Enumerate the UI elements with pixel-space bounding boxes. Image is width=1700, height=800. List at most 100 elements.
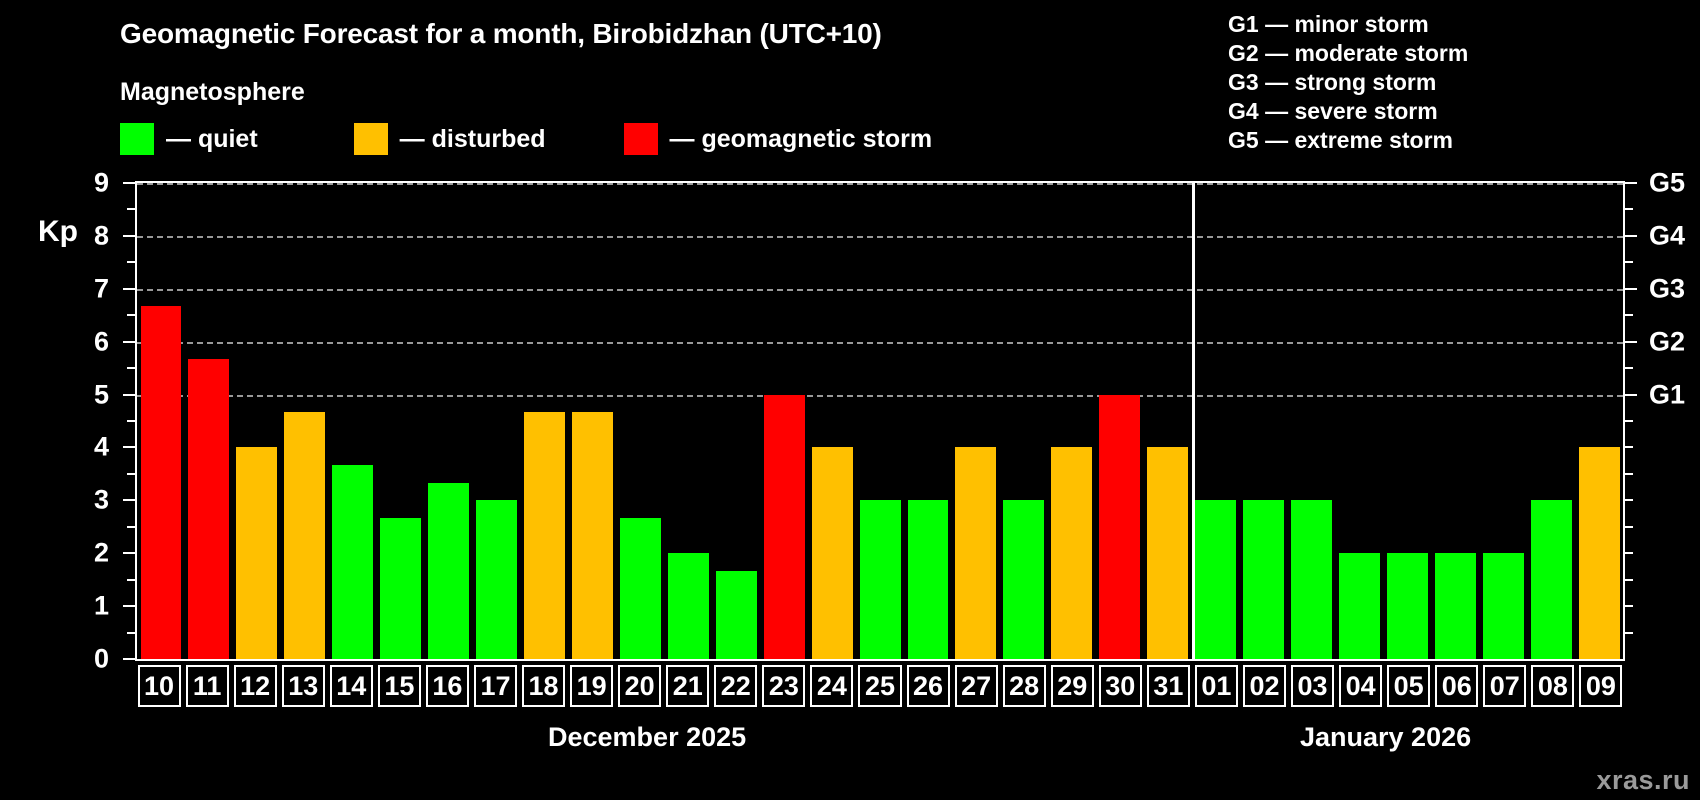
bar-04[interactable] xyxy=(1338,553,1380,659)
day-label-13[interactable]: 13 xyxy=(281,665,325,707)
bar-19[interactable] xyxy=(571,412,613,659)
bar-25[interactable] xyxy=(859,500,901,659)
bar-slot xyxy=(137,183,185,659)
g-tick-mark-G3 xyxy=(1625,287,1637,290)
day-label-05[interactable]: 05 xyxy=(1387,665,1431,707)
day-label-31[interactable]: 31 xyxy=(1146,665,1190,707)
bar-15[interactable] xyxy=(380,517,422,659)
gridline-kp-5 xyxy=(137,394,1623,397)
day-label-02[interactable]: 02 xyxy=(1242,665,1286,707)
day-label-20[interactable]: 20 xyxy=(618,665,662,707)
day-label-29[interactable]: 29 xyxy=(1050,665,1094,707)
legend-label-quiet: — quiet xyxy=(166,124,258,153)
day-label-09[interactable]: 09 xyxy=(1579,665,1623,707)
bar-03[interactable] xyxy=(1291,500,1332,659)
bar-07[interactable] xyxy=(1482,553,1524,659)
day-label-14[interactable]: 14 xyxy=(329,665,373,707)
plot-area xyxy=(135,181,1625,661)
bar-slot xyxy=(808,183,856,659)
g-tick-mark-G1 xyxy=(1625,393,1637,396)
day-label-28[interactable]: 28 xyxy=(1002,665,1046,707)
gridline-kp-7 xyxy=(137,288,1623,291)
bar-22[interactable] xyxy=(715,570,757,659)
bar-17[interactable] xyxy=(476,500,517,659)
bar-slot xyxy=(377,183,425,659)
bar-series xyxy=(137,183,1623,659)
month-caption-december: December 2025 xyxy=(548,722,747,752)
legend-item-quiet: — quiet xyxy=(120,122,258,156)
bar-06[interactable] xyxy=(1434,553,1476,659)
day-label-18[interactable]: 18 xyxy=(522,665,566,707)
day-slot: 22 xyxy=(712,665,760,707)
bar-05[interactable] xyxy=(1386,553,1428,659)
bar-slot xyxy=(568,183,616,659)
month-divider xyxy=(1191,183,1195,659)
bar-28[interactable] xyxy=(1003,500,1045,659)
bar-21[interactable] xyxy=(667,553,709,659)
day-label-08[interactable]: 08 xyxy=(1531,665,1575,707)
day-label-27[interactable]: 27 xyxy=(954,665,998,707)
day-label-26[interactable]: 26 xyxy=(906,665,950,707)
legend-swatch-storm xyxy=(623,123,658,155)
day-label-03[interactable]: 03 xyxy=(1291,665,1335,707)
bar-slot xyxy=(521,183,569,659)
day-slot: 01 xyxy=(1192,665,1240,707)
bar-02[interactable] xyxy=(1243,500,1284,659)
day-label-21[interactable]: 21 xyxy=(666,665,710,707)
y-tick-label-8: 8 xyxy=(93,220,109,251)
bar-12[interactable] xyxy=(236,447,278,659)
day-label-19[interactable]: 19 xyxy=(570,665,614,707)
legend-item-disturbed: — disturbed xyxy=(353,122,546,156)
bar-31[interactable] xyxy=(1147,447,1189,659)
day-label-15[interactable]: 15 xyxy=(377,665,421,707)
day-slot: 29 xyxy=(1048,665,1096,707)
g-legend-row-2: G2 — moderate storm xyxy=(1228,40,1469,66)
day-label-24[interactable]: 24 xyxy=(810,665,854,707)
legend-label-storm: — geomagnetic storm xyxy=(669,124,933,153)
bar-09[interactable] xyxy=(1578,447,1620,659)
bar-13[interactable] xyxy=(284,412,326,659)
day-label-10[interactable]: 10 xyxy=(137,665,181,707)
gridline-kp-8 xyxy=(137,235,1623,238)
day-slot: 19 xyxy=(568,665,616,707)
day-label-06[interactable]: 06 xyxy=(1435,665,1479,707)
bar-11[interactable] xyxy=(188,359,230,659)
y-axis: 0 1 2 3 4 5 6 7 8 9 xyxy=(0,168,135,674)
day-label-07[interactable]: 07 xyxy=(1483,665,1527,707)
y-tick-label-4: 4 xyxy=(93,431,109,462)
day-slot: 26 xyxy=(904,665,952,707)
day-label-16[interactable]: 16 xyxy=(425,665,469,707)
day-slot: 09 xyxy=(1577,665,1625,707)
bar-23[interactable] xyxy=(763,394,805,659)
day-label-12[interactable]: 12 xyxy=(233,665,277,707)
day-label-04[interactable]: 04 xyxy=(1339,665,1383,707)
bar-29[interactable] xyxy=(1051,447,1093,659)
y-tick-label-3: 3 xyxy=(93,484,109,515)
bar-20[interactable] xyxy=(619,517,661,659)
bar-26[interactable] xyxy=(907,500,949,659)
day-label-01[interactable]: 01 xyxy=(1194,665,1238,707)
bar-27[interactable] xyxy=(955,447,997,659)
bar-14[interactable] xyxy=(332,464,374,659)
bar-01[interactable] xyxy=(1195,500,1237,659)
bar-08[interactable] xyxy=(1530,500,1572,659)
legend-label-disturbed: — disturbed xyxy=(399,124,546,153)
bar-16[interactable] xyxy=(428,482,470,659)
bar-30[interactable] xyxy=(1099,394,1141,659)
day-labels-row: 10 11 12 13 14 15 16 17 18 19 20 21 22 23 24 25 26 27 28 29… xyxy=(135,665,1625,707)
day-label-23[interactable]: 23 xyxy=(762,665,806,707)
day-label-17[interactable]: 17 xyxy=(473,665,517,707)
bar-18[interactable] xyxy=(524,412,565,659)
gridline-kp-6 xyxy=(137,341,1623,344)
g-tick-mark-minor xyxy=(1625,552,1633,555)
day-label-11[interactable]: 11 xyxy=(185,665,229,707)
bar-slot xyxy=(760,183,808,659)
day-label-22[interactable]: 22 xyxy=(714,665,758,707)
bar-24[interactable] xyxy=(811,447,853,659)
bar-slot xyxy=(904,183,952,659)
bar-10[interactable] xyxy=(140,306,182,659)
day-label-25[interactable]: 25 xyxy=(858,665,902,707)
bar-slot xyxy=(1288,183,1336,659)
day-label-30[interactable]: 30 xyxy=(1098,665,1142,707)
